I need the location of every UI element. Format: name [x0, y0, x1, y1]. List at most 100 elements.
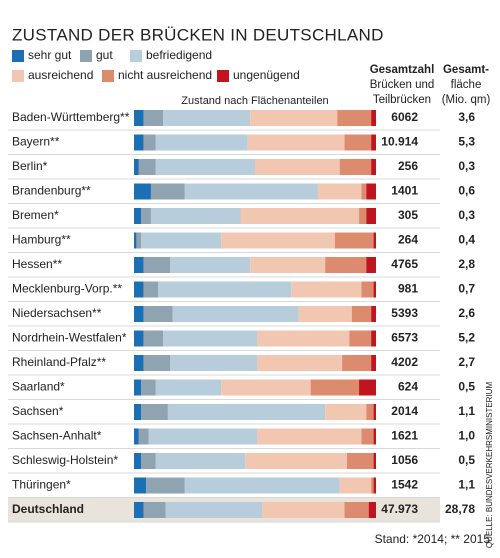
table-value: 1621 — [391, 429, 418, 443]
table-value: 0,6 — [458, 184, 475, 198]
table-value: 4202 — [391, 355, 418, 369]
table-value: 5,3 — [458, 135, 475, 149]
bar-segment — [150, 208, 241, 224]
bar-segment — [141, 453, 156, 469]
bar-segment — [141, 232, 222, 249]
category-label: Mecklenburg-Vorp.** — [12, 282, 122, 296]
category-label: Niedersachsen** — [12, 306, 102, 320]
bar-segment — [240, 208, 360, 224]
bar-segment — [170, 355, 258, 371]
column-header: (Mio. qm) — [442, 94, 491, 106]
legend-swatch — [102, 70, 114, 82]
category-label: Hessen** — [12, 257, 62, 271]
table-value: 3,6 — [458, 110, 475, 124]
bar-segment — [373, 477, 376, 494]
bar-segment — [134, 257, 144, 273]
category-label: Thüringen* — [12, 478, 71, 492]
bar-segment — [134, 428, 139, 445]
table-value: 0,4 — [458, 233, 475, 247]
legend-label: sehr gut — [28, 48, 72, 62]
bar-segment — [359, 208, 367, 224]
legend-label: ausreichend — [28, 68, 93, 82]
bar-segment — [143, 257, 171, 273]
table-value: 1542 — [391, 478, 418, 492]
table-value: 0,3 — [458, 208, 475, 222]
bar-segment — [134, 306, 144, 322]
bar-segment — [134, 404, 142, 420]
table-value: 1,1 — [458, 404, 475, 418]
bar-segment — [368, 502, 376, 518]
category-label: Schleswig-Holstein* — [12, 453, 118, 467]
bar-segment — [221, 379, 311, 396]
table-value: 6062 — [391, 110, 418, 124]
bar-segment — [371, 134, 376, 151]
bar-segment — [141, 208, 151, 224]
column-header: fläche — [451, 79, 482, 91]
bar-segment — [366, 208, 376, 224]
bar-segment — [373, 281, 376, 298]
legend-label: befriedigend — [146, 48, 212, 62]
bar-segment — [366, 404, 374, 420]
table-value: 5393 — [391, 306, 418, 320]
bar-segment — [155, 379, 222, 396]
bar-segment — [134, 355, 144, 371]
bar-segment — [138, 428, 149, 445]
bar-segment — [373, 453, 376, 469]
bar-segment — [143, 306, 173, 322]
legend-label: ungenügend — [233, 68, 300, 82]
table-value: 0,3 — [458, 159, 475, 173]
category-label: Sachsen-Anhalt* — [12, 429, 102, 443]
bar-segment — [134, 110, 144, 126]
bar-segment — [163, 110, 251, 126]
bar-segment — [373, 232, 376, 249]
bar-segment — [138, 159, 156, 175]
column-header: Brücken und — [370, 79, 435, 91]
bar-segment — [371, 355, 376, 371]
bar-segment — [361, 428, 374, 445]
bar-segment — [339, 159, 372, 175]
category-label: Brandenburg** — [12, 184, 91, 198]
bar-segment — [143, 110, 164, 126]
bar-segment — [342, 355, 372, 371]
bar-segment — [134, 379, 142, 396]
bar-segment — [141, 379, 156, 396]
column-header: Gesamt- — [443, 64, 489, 76]
bar-segment — [143, 134, 156, 151]
bar-segment — [257, 355, 343, 371]
footnote: Stand: *2014; ** 2015 — [375, 532, 491, 546]
category-label: Nordrhein-Westfalen* — [12, 331, 127, 345]
legend-label: nicht ausreichend — [118, 68, 212, 82]
bar-segment — [134, 232, 137, 249]
bar-segment — [163, 330, 258, 347]
bar-segment — [361, 183, 367, 200]
bar-segment — [143, 355, 171, 371]
bar-segment — [371, 306, 376, 322]
bar-segment — [134, 159, 139, 175]
table-value: 264 — [398, 233, 418, 247]
bar-segment — [373, 404, 376, 420]
category-label: Deutschland — [12, 502, 84, 516]
bar-segment — [170, 257, 251, 273]
bar-segment — [310, 379, 360, 396]
column-header: Teilbrücken — [373, 94, 431, 106]
table-value: 4765 — [391, 257, 418, 271]
category-label: Saarland* — [12, 380, 65, 394]
bar-segment — [257, 428, 362, 445]
bar-segment — [337, 110, 372, 126]
source: QUELLE: BUNDESVERKEHRSMINISTERIUM — [485, 382, 494, 549]
table-value: 10.914 — [381, 135, 418, 149]
bar-segment — [373, 428, 376, 445]
table-value: 2014 — [391, 404, 418, 418]
bar-segment — [325, 404, 367, 420]
category-label: Rheinland-Pfalz** — [12, 355, 106, 369]
table-value: 0,5 — [458, 380, 475, 394]
table-value: 2,6 — [458, 306, 475, 320]
bar-segment — [136, 232, 142, 249]
bar-segment — [134, 208, 142, 224]
bar-segment — [134, 477, 147, 494]
table-value: 0,5 — [458, 453, 475, 467]
bar-segment — [371, 110, 376, 126]
legend-swatch — [12, 50, 24, 62]
table-value: 5,2 — [458, 331, 475, 345]
bar-segment — [291, 281, 362, 298]
